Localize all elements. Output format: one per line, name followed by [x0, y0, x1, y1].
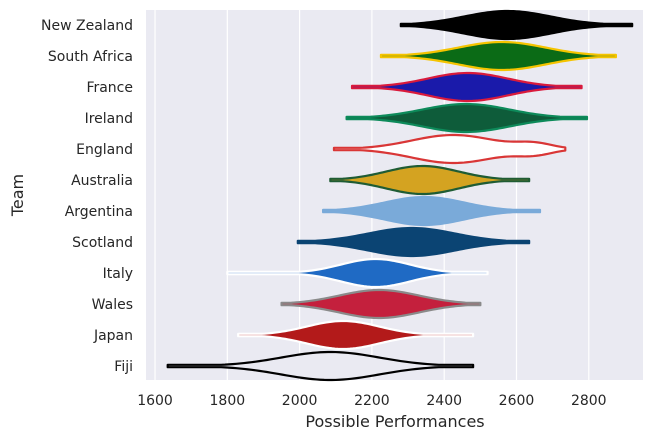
violin-japan [237, 319, 475, 351]
y-tick-label-wales: Wales [92, 297, 133, 313]
violin-fiji [166, 350, 475, 382]
y-tick-label-argentina: Argentina [65, 204, 133, 220]
x-tick-label-2200: 2200 [354, 393, 390, 409]
x-tick-labels: 1600 1800 2000 2200 2400 2600 2800 [137, 393, 606, 409]
violin-france [350, 71, 583, 103]
violin-new-zealand [399, 9, 634, 41]
y-tick-label-scotland: Scotland [72, 235, 133, 251]
y-tick-label-south-africa: South Africa [48, 49, 133, 65]
violin-england [332, 133, 567, 165]
grid-lines [154, 10, 590, 380]
y-tick-label-japan: Japan [93, 328, 133, 344]
y-axis-title: Team [8, 174, 27, 217]
y-tick-label-australia: Australia [71, 173, 133, 189]
violin-ireland [345, 102, 589, 134]
y-tick-labels: New Zealand South Africa France Ireland Engl… [41, 18, 133, 375]
x-tick-label-2600: 2600 [499, 393, 535, 409]
violin-south-africa [379, 40, 617, 72]
plot-background [146, 10, 643, 380]
violin-wales [280, 288, 482, 320]
y-tick-label-new-zealand: New Zealand [41, 18, 133, 34]
violin-australia [329, 164, 531, 196]
x-tick-label-2000: 2000 [282, 393, 318, 409]
x-tick-label-1600: 1600 [137, 393, 173, 409]
violin-scotland [296, 226, 531, 258]
y-tick-label-ireland: Ireland [85, 111, 133, 127]
violins [166, 9, 634, 382]
violin-argentina [322, 195, 542, 227]
violin-italy [226, 257, 489, 289]
x-tick-label-2800: 2800 [571, 393, 607, 409]
y-tick-label-italy: Italy [103, 266, 133, 282]
y-tick-label-france: France [86, 80, 133, 96]
y-tick-label-england: England [76, 142, 133, 158]
y-tick-label-fiji: Fiji [114, 359, 133, 375]
x-tick-label-2400: 2400 [426, 393, 462, 409]
x-tick-label-1800: 1800 [210, 393, 246, 409]
x-axis-title: Possible Performances [305, 412, 484, 431]
